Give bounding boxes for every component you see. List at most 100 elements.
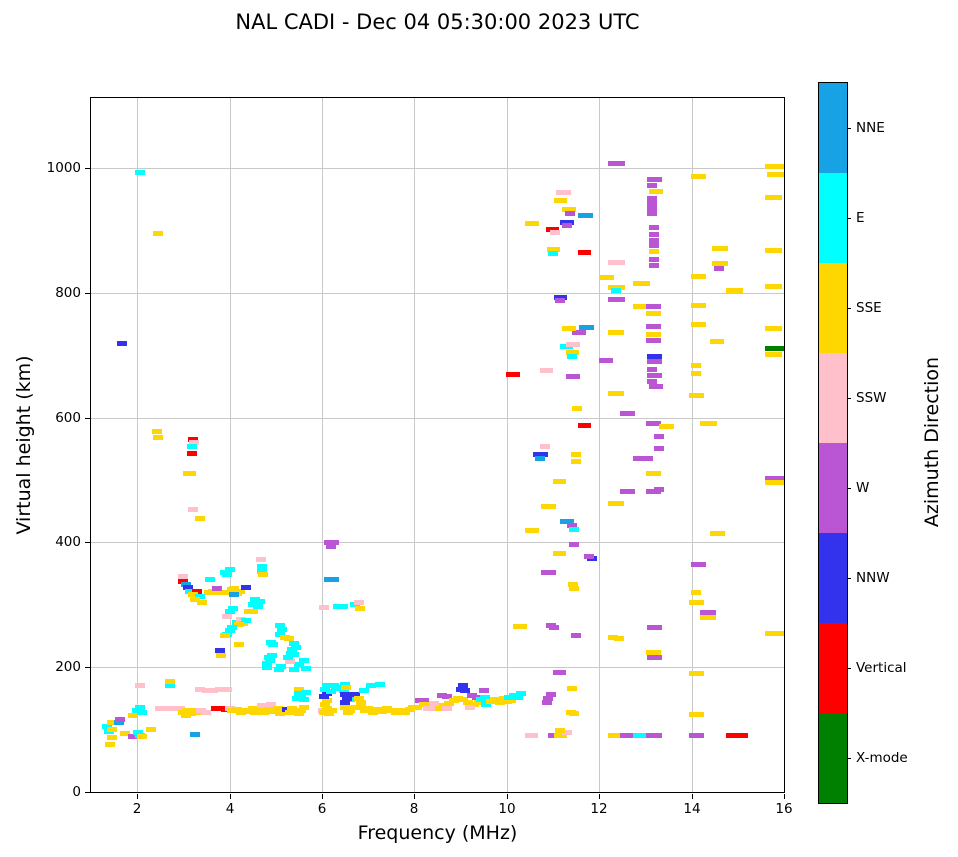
colorbar-category-label: NNE bbox=[856, 120, 885, 136]
data-point-SSE bbox=[152, 429, 162, 434]
data-point-SSW bbox=[222, 687, 232, 692]
data-point-W bbox=[647, 211, 657, 216]
data-point-SSE bbox=[557, 733, 567, 738]
data-point-W bbox=[643, 456, 653, 461]
data-point-E bbox=[633, 733, 643, 738]
data-point-E bbox=[268, 642, 278, 647]
colorbar-segment-NNW bbox=[819, 533, 847, 623]
colorbar-category-label: Vertical bbox=[856, 660, 907, 676]
data-point-SSE bbox=[571, 452, 581, 457]
data-point-SSE bbox=[356, 700, 366, 705]
data-point-E bbox=[339, 688, 349, 693]
data-point-SSW bbox=[188, 507, 198, 512]
data-point-E bbox=[257, 569, 267, 574]
data-point-NNE bbox=[329, 577, 339, 582]
y-tick-label: 1000 bbox=[46, 160, 81, 176]
data-point-SSE bbox=[354, 696, 364, 701]
data-point-E bbox=[640, 733, 650, 738]
data-point-E bbox=[195, 594, 205, 599]
data-point-W bbox=[555, 298, 565, 303]
data-point-SSW bbox=[528, 733, 538, 738]
data-point-SSE bbox=[234, 622, 244, 627]
data-point-W bbox=[649, 257, 659, 262]
data-point-E bbox=[289, 652, 299, 657]
data-point-NNW bbox=[458, 683, 468, 688]
colorbar-category-label: E bbox=[856, 210, 865, 226]
data-point-SSE bbox=[458, 697, 468, 702]
data-point-E bbox=[283, 655, 293, 660]
data-point-E bbox=[133, 730, 143, 735]
colorbar-category-label: SSE bbox=[856, 300, 882, 316]
data-point-W bbox=[603, 358, 613, 363]
x-tick bbox=[784, 794, 785, 799]
gridline-x bbox=[599, 98, 600, 792]
data-point-SSE bbox=[550, 247, 560, 252]
x-tick-label: 14 bbox=[683, 801, 701, 817]
data-point-E bbox=[225, 567, 235, 572]
data-point-SSW bbox=[178, 574, 188, 579]
data-point-SSE bbox=[186, 711, 196, 716]
data-point-SSE bbox=[435, 706, 445, 711]
data-point-SSE bbox=[268, 709, 278, 714]
gridline-x bbox=[507, 98, 508, 792]
data-point-SSE bbox=[571, 459, 581, 464]
data-point-E bbox=[225, 609, 235, 614]
data-point-W bbox=[647, 201, 657, 206]
colorbar-segment-SSE bbox=[819, 263, 847, 353]
data-point-SSE bbox=[273, 706, 283, 711]
x-tick-label: 10 bbox=[498, 801, 516, 817]
data-point-V bbox=[510, 372, 520, 377]
data-point-SSE bbox=[186, 471, 196, 476]
colorbar-tick bbox=[847, 218, 851, 219]
gridline-y bbox=[91, 168, 784, 169]
data-point-W bbox=[479, 688, 489, 693]
data-point-W bbox=[570, 374, 580, 379]
data-point-SSE bbox=[700, 615, 710, 620]
data-point-SSE bbox=[608, 391, 618, 396]
gridline-y bbox=[91, 542, 784, 543]
data-point-SSW bbox=[285, 659, 295, 664]
data-point-E bbox=[294, 662, 304, 667]
data-point-W bbox=[652, 655, 662, 660]
data-point-SSE bbox=[772, 631, 782, 636]
colorbar-category-label: NNW bbox=[856, 570, 890, 586]
data-point-SSE bbox=[294, 687, 304, 692]
data-point-SSW bbox=[562, 730, 572, 735]
data-point-SSE bbox=[555, 728, 565, 733]
data-point-SSE bbox=[694, 671, 704, 676]
colorbar-tick bbox=[847, 398, 851, 399]
data-point-W bbox=[576, 330, 586, 335]
data-point-SSE bbox=[691, 590, 701, 595]
y-tick bbox=[85, 168, 90, 169]
colorbar-segment-NNE bbox=[819, 83, 847, 173]
data-point-NNE bbox=[114, 720, 124, 725]
data-point-SSE bbox=[569, 586, 579, 591]
data-point-SSE bbox=[772, 284, 782, 289]
data-point-NNW bbox=[241, 585, 251, 590]
x-tick bbox=[414, 794, 415, 799]
data-point-SSE bbox=[529, 221, 539, 226]
data-point-SSE bbox=[772, 164, 782, 169]
data-point-W bbox=[696, 562, 706, 567]
data-point-W bbox=[115, 717, 125, 722]
colorbar-category-label: SSW bbox=[856, 390, 887, 406]
data-point-W bbox=[128, 734, 138, 739]
colorbar-segment-SSW bbox=[819, 353, 847, 443]
y-axis-label: Virtual height (km) bbox=[13, 355, 35, 535]
data-point-E bbox=[225, 628, 235, 633]
data-point-V bbox=[192, 589, 202, 594]
data-point-E bbox=[274, 667, 284, 672]
data-point-W bbox=[625, 411, 635, 416]
data-point-E bbox=[340, 682, 350, 687]
data-point-W bbox=[649, 263, 659, 268]
data-point-SSE bbox=[120, 731, 130, 736]
data-point-SSE bbox=[651, 311, 661, 316]
data-point-NNW bbox=[183, 585, 193, 590]
data-point-SSE bbox=[772, 352, 782, 357]
data-point-NNE bbox=[583, 213, 593, 218]
data-point-SSE bbox=[765, 352, 775, 357]
data-point-NNW bbox=[117, 341, 127, 346]
chart-title: NAL CADI - Dec 04 05:30:00 2023 UTC bbox=[235, 10, 640, 34]
data-point-NNW bbox=[538, 452, 548, 457]
data-point-SSE bbox=[568, 582, 578, 587]
